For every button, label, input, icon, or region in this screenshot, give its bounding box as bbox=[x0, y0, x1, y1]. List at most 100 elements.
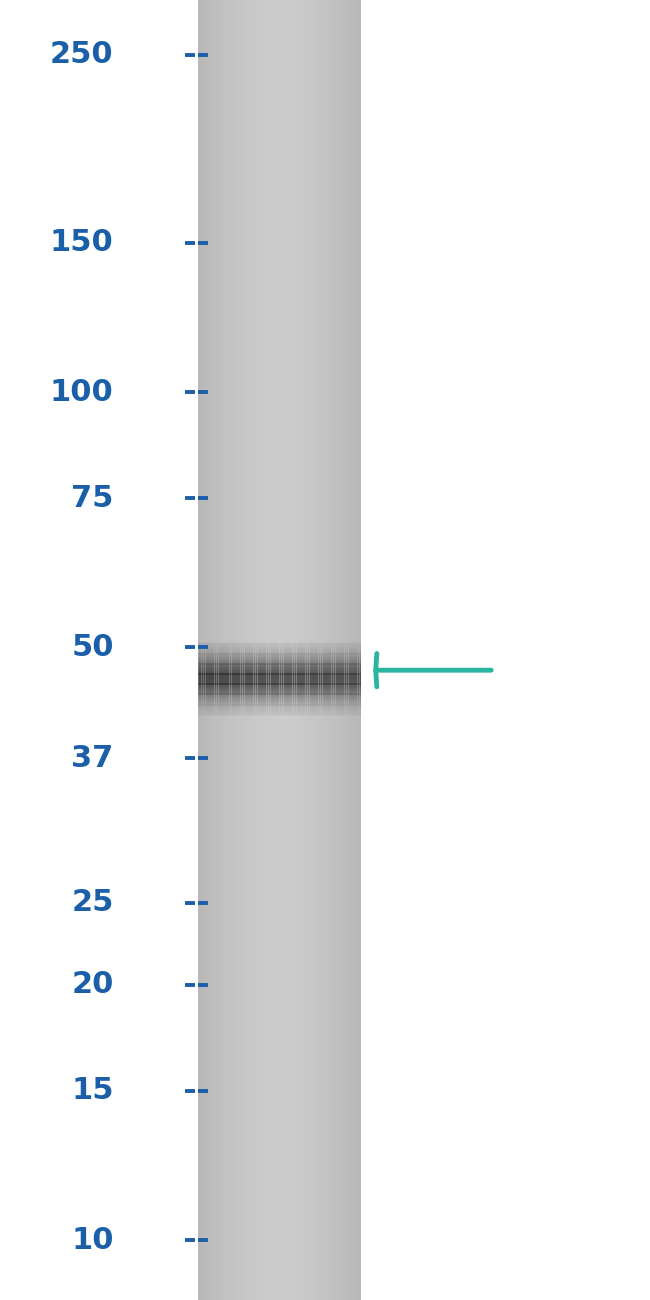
Bar bbox=[266, 0, 267, 1300]
Bar bbox=[333, 0, 334, 1300]
Bar bbox=[315, 0, 316, 1300]
Bar bbox=[340, 0, 341, 1300]
Bar bbox=[222, 0, 223, 1300]
Bar bbox=[200, 0, 202, 1300]
Bar bbox=[350, 0, 351, 1300]
Bar bbox=[207, 0, 208, 1300]
Bar bbox=[268, 0, 270, 1300]
Text: 50: 50 bbox=[72, 633, 114, 662]
Bar bbox=[238, 0, 239, 1300]
Bar bbox=[278, 0, 280, 1300]
Bar bbox=[232, 0, 233, 1300]
Text: 37: 37 bbox=[72, 744, 114, 772]
Bar bbox=[202, 0, 203, 1300]
Bar bbox=[235, 0, 236, 1300]
Bar bbox=[260, 0, 261, 1300]
Bar bbox=[304, 0, 306, 1300]
Bar bbox=[263, 0, 264, 1300]
Bar bbox=[356, 0, 357, 1300]
Bar bbox=[313, 0, 315, 1300]
Bar bbox=[272, 0, 274, 1300]
Bar bbox=[215, 0, 216, 1300]
Bar bbox=[322, 0, 323, 1300]
Bar bbox=[207, 0, 208, 1300]
Bar bbox=[242, 0, 244, 1300]
Bar bbox=[261, 0, 263, 1300]
Bar bbox=[327, 0, 328, 1300]
Bar bbox=[318, 0, 319, 1300]
Bar bbox=[275, 0, 276, 1300]
Text: 75: 75 bbox=[72, 484, 114, 512]
Bar bbox=[203, 0, 205, 1300]
Bar bbox=[356, 0, 358, 1300]
Bar bbox=[253, 0, 254, 1300]
Bar bbox=[201, 0, 202, 1300]
Bar bbox=[267, 0, 268, 1300]
Bar bbox=[224, 0, 225, 1300]
Bar bbox=[226, 0, 227, 1300]
Bar bbox=[294, 0, 295, 1300]
Bar bbox=[287, 0, 288, 1300]
Bar bbox=[252, 0, 254, 1300]
Bar bbox=[307, 0, 308, 1300]
Bar bbox=[282, 0, 283, 1300]
Text: 20: 20 bbox=[72, 970, 114, 1000]
Bar bbox=[279, 0, 280, 1300]
Bar bbox=[229, 0, 230, 1300]
Bar bbox=[353, 0, 354, 1300]
Bar bbox=[245, 0, 246, 1300]
Bar bbox=[304, 0, 305, 1300]
Bar bbox=[315, 0, 316, 1300]
Bar bbox=[351, 0, 352, 1300]
Bar bbox=[233, 0, 234, 1300]
Bar bbox=[236, 0, 237, 1300]
Bar bbox=[316, 0, 317, 1300]
Bar bbox=[227, 0, 228, 1300]
Bar bbox=[295, 0, 296, 1300]
Bar bbox=[265, 0, 266, 1300]
Text: 10: 10 bbox=[72, 1226, 114, 1254]
Bar bbox=[228, 0, 229, 1300]
Bar bbox=[209, 0, 211, 1300]
Bar bbox=[291, 0, 292, 1300]
Bar bbox=[212, 0, 213, 1300]
Bar bbox=[317, 0, 318, 1300]
Bar bbox=[273, 0, 274, 1300]
Bar bbox=[313, 0, 314, 1300]
Bar bbox=[349, 0, 350, 1300]
Bar bbox=[285, 0, 287, 1300]
Bar bbox=[359, 0, 361, 1300]
Bar bbox=[263, 0, 264, 1300]
Bar bbox=[299, 0, 300, 1300]
Bar bbox=[235, 0, 237, 1300]
Bar bbox=[214, 0, 215, 1300]
Bar bbox=[287, 0, 289, 1300]
Bar bbox=[355, 0, 356, 1300]
Bar bbox=[199, 0, 200, 1300]
Bar bbox=[339, 0, 340, 1300]
Bar bbox=[289, 0, 290, 1300]
Bar bbox=[240, 0, 241, 1300]
Bar bbox=[210, 0, 211, 1300]
Bar bbox=[252, 0, 253, 1300]
Bar bbox=[254, 0, 255, 1300]
Bar bbox=[276, 0, 277, 1300]
Bar bbox=[205, 0, 206, 1300]
Bar bbox=[203, 0, 204, 1300]
Bar bbox=[346, 0, 348, 1300]
Bar bbox=[324, 0, 326, 1300]
Bar bbox=[294, 0, 296, 1300]
Bar bbox=[227, 0, 228, 1300]
Bar bbox=[343, 0, 344, 1300]
Bar bbox=[330, 0, 331, 1300]
Bar bbox=[350, 0, 351, 1300]
Bar bbox=[262, 0, 263, 1300]
Bar bbox=[290, 0, 291, 1300]
Bar bbox=[297, 0, 298, 1300]
Bar bbox=[302, 0, 303, 1300]
Bar bbox=[216, 0, 218, 1300]
Bar bbox=[309, 0, 310, 1300]
Bar bbox=[239, 0, 240, 1300]
Bar bbox=[204, 0, 205, 1300]
Bar bbox=[281, 0, 283, 1300]
